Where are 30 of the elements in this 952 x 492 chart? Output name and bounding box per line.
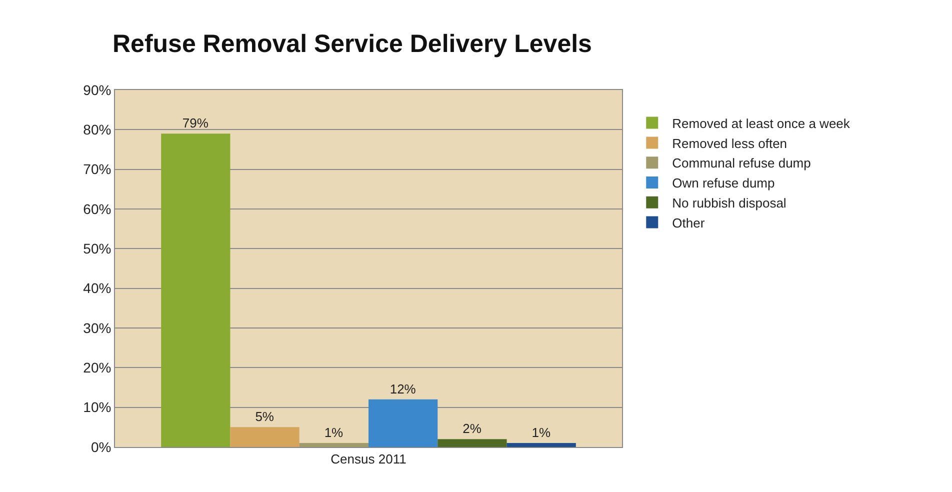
data-label: 2% — [462, 421, 482, 436]
x-tick-label: Census 2011 — [330, 452, 406, 467]
bar — [299, 443, 368, 447]
data-label: 1% — [532, 425, 551, 440]
y-tick-label: 10% — [83, 399, 112, 416]
bar — [506, 443, 576, 447]
legend-label: Communal refuse dump — [672, 156, 811, 171]
legend-label: Own refuse dump — [672, 176, 775, 191]
y-tick-label: 50% — [83, 240, 112, 257]
y-tick-label: 40% — [83, 280, 112, 296]
bar — [161, 134, 230, 447]
y-tick-label: 0% — [90, 438, 112, 455]
legend-label: Other — [672, 215, 706, 230]
bar — [230, 427, 300, 447]
chart-title: Refuse Removal Service Delivery Levels — [112, 30, 592, 58]
bar — [438, 439, 507, 447]
data-label: 5% — [255, 409, 274, 424]
data-label: 12% — [390, 381, 416, 396]
y-tick-label: 70% — [83, 161, 112, 178]
bar — [368, 399, 438, 447]
data-label: 79% — [182, 116, 209, 131]
y-tick-label: 30% — [83, 320, 112, 336]
y-tick-label: 60% — [83, 200, 112, 217]
legend-label: No rubbish disposal — [672, 195, 786, 210]
y-tick-label: 80% — [83, 122, 112, 138]
y-tick-label: 20% — [83, 360, 112, 376]
data-label: 1% — [324, 425, 344, 440]
legend-label: Removed less often — [672, 136, 788, 151]
y-tick-label: 90% — [83, 82, 112, 98]
legend-label: Removed at least once a week — [672, 116, 850, 131]
